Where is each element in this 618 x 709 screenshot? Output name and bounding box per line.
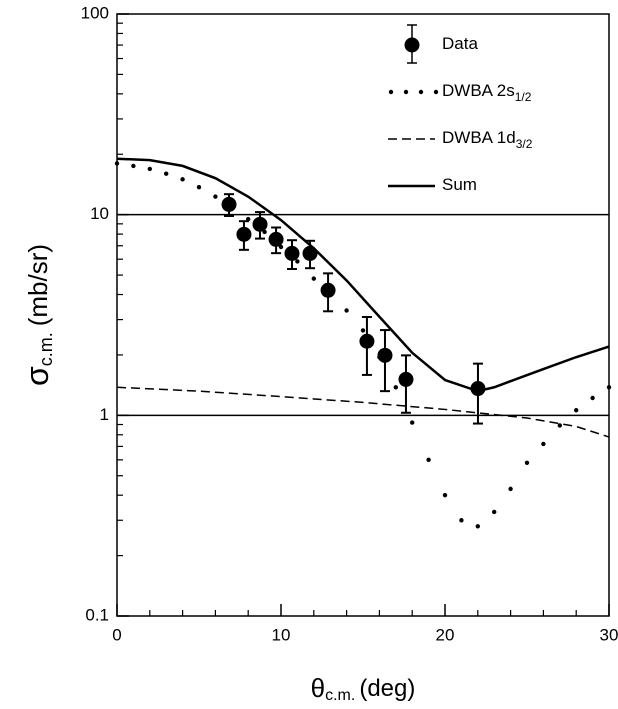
marker (268, 231, 284, 247)
marker (236, 226, 252, 242)
legend-sub: 1/2 (515, 90, 532, 104)
dot (524, 460, 530, 466)
dot (590, 395, 595, 401)
dot (557, 423, 562, 428)
x-tick-label: 20 (436, 625, 455, 644)
data-point (252, 211, 268, 240)
solid-line (116, 157, 610, 393)
legend-label: DWBA 1d3/2 (442, 128, 533, 151)
marker (398, 371, 414, 387)
legend-name: Data (442, 34, 478, 53)
legend-name: Sum (442, 175, 477, 194)
data-point (236, 220, 252, 251)
dot (114, 161, 120, 166)
x-tick-label: 30 (600, 625, 618, 644)
x-axis-label: θc.m. (deg) (311, 673, 416, 704)
y-tick-label: 100 (81, 3, 109, 22)
dot (180, 177, 185, 182)
marker (470, 381, 486, 397)
legend-symbol (404, 37, 420, 53)
data-point (268, 226, 284, 255)
data-point (320, 272, 336, 313)
dot (328, 288, 333, 293)
dot (492, 509, 497, 515)
legend-name: DWBA 1d (442, 128, 516, 147)
dot (213, 194, 218, 199)
data-point (221, 193, 237, 217)
dot (508, 486, 513, 492)
legend-entry: Sum (388, 175, 477, 194)
y-tick-label: 1 (100, 405, 109, 424)
dot (311, 276, 316, 281)
x-tick-label: 10 (272, 625, 291, 644)
data-point (359, 316, 375, 376)
dot (262, 229, 267, 235)
dot (410, 420, 415, 425)
marker (252, 216, 268, 232)
legend-entry: Data (404, 24, 478, 64)
dot (377, 354, 382, 360)
data-point (377, 329, 393, 393)
legend-label: DWBA 2s1/2 (442, 81, 532, 104)
dot (229, 204, 234, 209)
legend-symbol (388, 89, 394, 95)
legend-sub: 3/2 (516, 137, 533, 151)
legend-name: DWBA 2s (442, 81, 515, 100)
dot (442, 492, 448, 498)
marker (359, 333, 375, 349)
legend-entry: DWBA 2s1/2 (388, 81, 532, 104)
dot (147, 166, 152, 172)
dot (393, 385, 398, 390)
dot (475, 524, 480, 529)
legend-label: Sum (442, 175, 477, 194)
legend-symbol (403, 89, 409, 95)
marker (221, 196, 237, 212)
y-tick-label: 10 (90, 204, 109, 223)
legend-symbol (433, 89, 439, 95)
dot (426, 457, 431, 463)
dot (246, 216, 251, 222)
data-point (470, 362, 486, 425)
dot (459, 518, 464, 523)
dashed-line (116, 386, 610, 438)
dot (131, 163, 136, 169)
dot (606, 385, 612, 390)
dot (344, 308, 349, 313)
dot (164, 171, 169, 176)
plot-frame (116, 13, 610, 617)
y-tick-label: 0.1 (85, 605, 109, 624)
dot (574, 408, 579, 413)
x-tick-label: 0 (112, 625, 121, 644)
dot (541, 441, 546, 447)
dot (360, 328, 366, 333)
data-point (398, 354, 414, 414)
marker (284, 245, 300, 261)
y-axis-label: σc.m.(mb/sr) (19, 244, 55, 386)
legend-label: Data (442, 34, 478, 53)
dot (295, 259, 300, 264)
dot (196, 185, 202, 190)
marker (377, 347, 393, 363)
data-point (284, 239, 300, 271)
legend-entry: DWBA 1d3/2 (388, 128, 533, 151)
dot (278, 244, 284, 250)
legend-symbol (418, 89, 424, 95)
